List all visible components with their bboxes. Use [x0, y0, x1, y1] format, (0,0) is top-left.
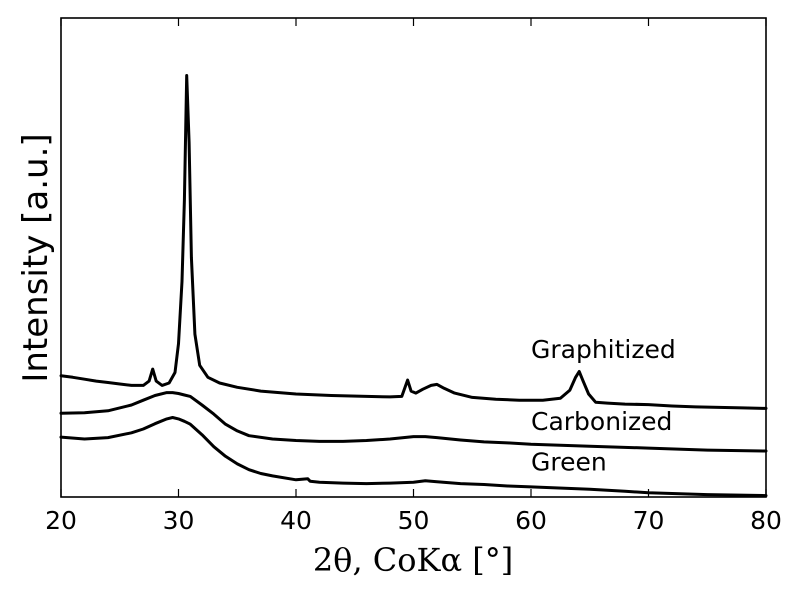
- x-ticks: 20 30 40 50 60 70 80: [45, 18, 782, 535]
- x-tick-label: 20: [45, 506, 77, 535]
- x-tick-label: 80: [750, 506, 782, 535]
- series-lines: [59, 74, 768, 498]
- series-line-green: [59, 416, 768, 498]
- annotation-graphitized: Graphitized: [531, 335, 676, 364]
- series-line-carbonized: [59, 391, 768, 453]
- x-tick-label: 70: [633, 506, 665, 535]
- annotation-carbonized: Carbonized: [531, 407, 672, 436]
- x-tick-label: 50: [398, 506, 430, 535]
- y-axis-label: Intensity [a.u.]: [16, 133, 56, 382]
- series-line-graphitized: [59, 74, 768, 410]
- annotation-green: Green: [531, 448, 607, 477]
- x-axis-label: 2θ, CoKα [°]: [313, 541, 513, 579]
- annotations: Graphitized Carbonized Green: [531, 335, 676, 477]
- x-tick-label: 30: [163, 506, 195, 535]
- x-tick-label: 60: [515, 506, 547, 535]
- x-tick-label: 40: [280, 506, 312, 535]
